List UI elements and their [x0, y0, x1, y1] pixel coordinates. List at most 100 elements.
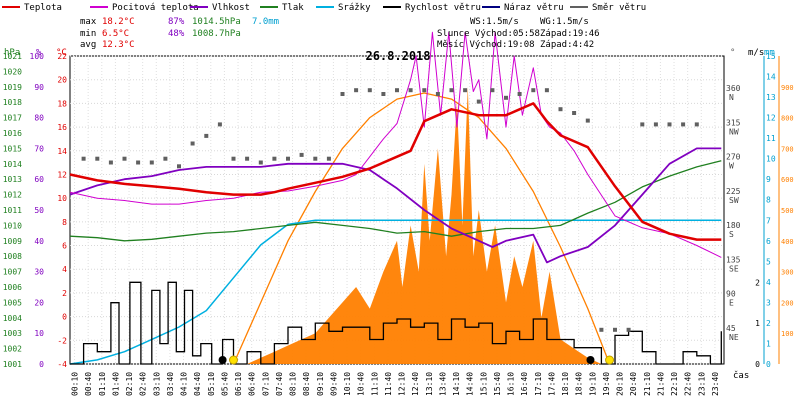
wind-direction-point [204, 133, 209, 138]
pct-tick: 90 [34, 83, 44, 92]
wm2-tick: 500 [781, 207, 794, 215]
stat-label: min [80, 29, 96, 39]
x-tick: 11:10 [370, 372, 379, 396]
series-rain [69, 219, 722, 365]
wind-direction-point [422, 88, 427, 93]
x-tick: 01:10 [98, 372, 107, 396]
temp-tick: 4 [62, 265, 67, 274]
hpa-tick: 1014 [3, 160, 22, 169]
dir-tick-deg: 90 [726, 290, 736, 299]
wind-direction-point [531, 88, 536, 93]
wind-direction-point [367, 88, 372, 93]
x-tick: 18:40 [575, 372, 584, 396]
x-tick: 10:40 [357, 372, 366, 396]
hpa-tick: 1006 [3, 283, 22, 292]
dir-tick-name: W [729, 162, 734, 171]
info-ws: WS:1.5m/s [470, 17, 519, 27]
legend-label: Náraz větru [504, 3, 564, 13]
temp-tick: 10 [57, 194, 67, 203]
x-tick: 02:10 [125, 372, 134, 396]
hpa-tick: 1021 [3, 52, 22, 61]
wm2-tick: 400 [781, 238, 794, 246]
mm-tick: 14 [766, 73, 776, 82]
stat-hum: 48% [168, 29, 185, 39]
mm-tick: 1 [766, 339, 771, 348]
dir-tick-deg: 270 [726, 153, 741, 162]
header: Teplota Pocitová teplota Vlhkost Tlak Srážky… [2, 3, 646, 50]
dir-tick-name: NW [729, 127, 739, 136]
mm-tick: 7 [766, 216, 771, 225]
x-tick: 16:40 [520, 372, 529, 396]
x-tick: 00:10 [71, 372, 80, 396]
dir-tick-name: E [729, 299, 734, 308]
stat-label: max [80, 17, 97, 27]
wind-direction-point [272, 156, 277, 161]
temp-tick: 20 [57, 76, 67, 85]
x-tick: 05:40 [220, 372, 229, 396]
x-tick: 12:40 [411, 372, 420, 396]
x-tick: 20:40 [629, 372, 638, 396]
wind-direction-point [613, 327, 617, 332]
wind-direction-point [681, 122, 686, 127]
wind-direction-point [95, 156, 100, 161]
legend-label: Srážky [338, 3, 371, 13]
stat-temp: 18.2°C [102, 17, 135, 27]
dir-tick-deg: 315 [726, 118, 741, 127]
pct-tick: 20 [34, 298, 44, 307]
x-tick: 08:40 [302, 372, 311, 396]
wm2-tick: 800 [781, 115, 794, 123]
wind-direction-point [694, 122, 699, 127]
wind-direction-point [245, 156, 250, 161]
axes: hPa1021102010191018101710161015101410131… [3, 48, 794, 396]
x-tick: 06:40 [248, 372, 257, 396]
x-tick: 02:40 [139, 372, 148, 396]
grid [69, 55, 725, 365]
pct-tick: 10 [34, 329, 44, 338]
mm-tick: 4 [766, 278, 771, 287]
stat-label: avg [80, 40, 96, 50]
wind-direction-point [626, 327, 631, 332]
wind-direction-point [544, 88, 549, 93]
legend-label: Vlhkost [212, 3, 250, 13]
x-tick: 11:40 [384, 372, 393, 396]
wm2-tick: 200 [781, 299, 794, 307]
mm-tick: 0 [766, 360, 771, 369]
stat-hum: 87% [168, 17, 185, 27]
wind-direction-point [122, 156, 127, 161]
info-moon-rise: Měsíc Východ:19:08 [437, 40, 535, 50]
wm2-tick: 100 [781, 330, 794, 338]
stat-temp: 12.3°C [102, 40, 135, 50]
x-tick: 14:10 [452, 372, 461, 396]
x-tick: 04:40 [193, 372, 202, 396]
x-tick: 06:10 [234, 372, 243, 396]
x-tick: 15:10 [479, 372, 488, 396]
temp-unit: °C [56, 48, 67, 58]
chart-title: 26.8.2018 [365, 49, 430, 63]
wind-direction-point [476, 99, 481, 104]
pct-unit: % [36, 48, 42, 58]
mm-tick: 2 [766, 319, 771, 328]
wind-direction-point [653, 122, 658, 127]
mm-tick: 11 [766, 134, 776, 143]
temp-tick: 14 [57, 147, 67, 156]
dir-tick-deg: 360 [726, 84, 741, 93]
x-tick: 03:40 [166, 372, 175, 396]
hpa-tick: 1008 [3, 252, 22, 261]
pct-tick: 50 [34, 206, 44, 215]
x-tick: 10:10 [343, 372, 352, 396]
moon-set-marker [218, 356, 227, 364]
wind-direction-point [136, 160, 141, 165]
x-tick: 15:40 [493, 372, 502, 396]
x-tick: 04:10 [180, 372, 189, 396]
info-wg: WG:1.5m/s [540, 17, 589, 27]
wind-direction-point [449, 88, 454, 93]
wind-direction-point [408, 88, 413, 93]
temp-tick: 18 [57, 99, 67, 108]
x-tick: 00:40 [84, 372, 93, 396]
x-tick: 09:40 [329, 372, 338, 396]
temp-tick: -4 [57, 360, 67, 369]
temp-tick: 16 [57, 123, 67, 132]
x-tick: 22:10 [670, 372, 679, 396]
mm-tick: 15 [766, 52, 776, 61]
